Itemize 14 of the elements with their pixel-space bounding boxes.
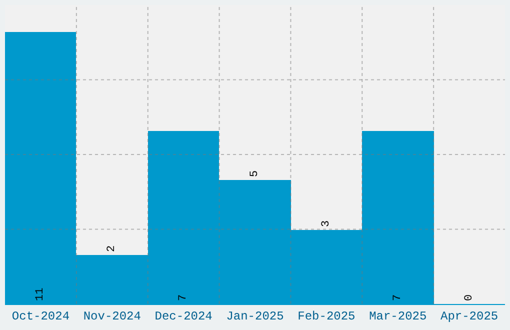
x-tick-label: Apr-2025 [440, 309, 498, 324]
x-tick-label: Jan-2025 [226, 309, 284, 324]
data-label: 3 [320, 220, 332, 227]
x-tick-label: Oct-2024 [12, 309, 70, 324]
x-tick-label: Mar-2025 [369, 309, 427, 324]
x-tick-label: Feb-2025 [298, 309, 356, 324]
data-label: 0 [464, 294, 476, 301]
x-tick-label: Nov-2024 [83, 309, 141, 324]
x-tick-label: Dec-2024 [154, 309, 212, 324]
data-label: 5 [249, 170, 261, 177]
data-label: 7 [178, 294, 190, 301]
data-label: 11 [34, 287, 46, 301]
data-label: 7 [392, 294, 404, 301]
data-label: 2 [106, 245, 118, 252]
